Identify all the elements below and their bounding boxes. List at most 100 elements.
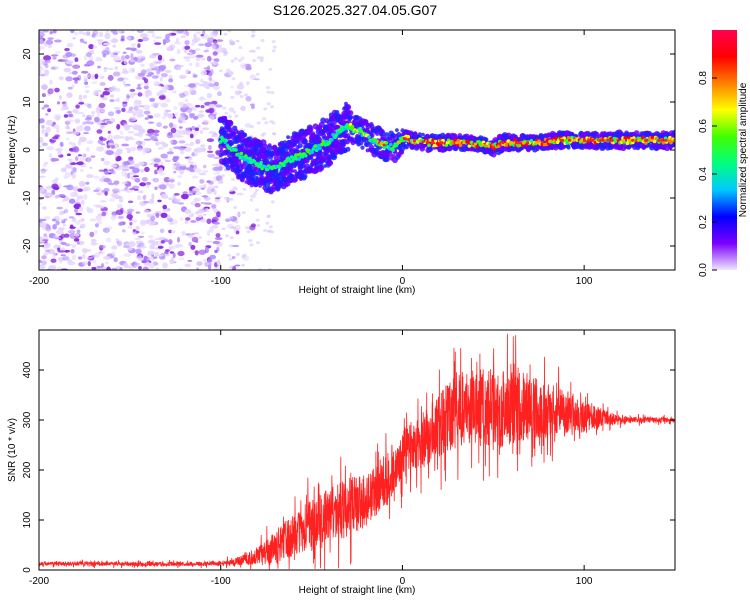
ridge-core (652, 139, 657, 144)
noise-speckle (98, 136, 104, 141)
noise-speckle (259, 59, 264, 62)
noise-speckle (122, 101, 128, 104)
noise-speckle (216, 39, 224, 42)
noise-speckle (99, 82, 106, 86)
y-tick-label: 0 (22, 147, 33, 153)
noise-speckle (154, 42, 162, 45)
noise-speckle (153, 39, 157, 42)
noise-speckle (76, 198, 80, 203)
noise-speckle (136, 55, 145, 59)
noise-speckle (84, 85, 90, 88)
snr-x-label: Height of straight line (km) (299, 585, 416, 596)
noise-speckle (99, 244, 106, 249)
noise-speckle (47, 37, 54, 40)
noise-speckle (181, 193, 189, 200)
noise-speckle (63, 233, 70, 238)
noise-speckle (136, 195, 142, 201)
ridge-halo (219, 148, 224, 153)
noise-speckle (209, 226, 214, 233)
noise-speckle (65, 60, 74, 65)
noise-speckle (106, 67, 114, 70)
noise-speckle (75, 104, 80, 109)
noise-speckle (113, 55, 121, 62)
noise-speckle (79, 206, 84, 212)
noise-speckle (66, 131, 74, 135)
noise-speckle (207, 153, 216, 158)
noise-speckle (98, 251, 105, 255)
noise-speckle (135, 50, 143, 54)
noise-speckle (160, 240, 165, 244)
noise-speckle (168, 229, 173, 234)
noise-speckle (137, 38, 143, 43)
noise-speckle (143, 110, 151, 115)
noise-speckle (80, 218, 85, 222)
noise-speckle (230, 177, 235, 181)
y-tick-label: 20 (22, 48, 33, 60)
noise-speckle (122, 245, 130, 248)
noise-speckle (235, 40, 240, 43)
noise-speckle (170, 127, 177, 134)
ridge-peak (458, 141, 461, 145)
noise-speckle (51, 123, 55, 127)
noise-speckle (136, 87, 142, 90)
noise-speckle (51, 189, 56, 196)
noise-speckle (239, 95, 244, 98)
noise-speckle (194, 203, 201, 208)
noise-speckle (137, 190, 144, 194)
noise-speckle (66, 184, 74, 191)
noise-speckle (132, 229, 136, 232)
noise-speckle (218, 166, 223, 171)
noise-speckle (137, 92, 143, 97)
noise-speckle (213, 156, 221, 159)
noise-speckle (113, 106, 121, 110)
noise-speckle (49, 31, 53, 35)
noise-speckle (63, 114, 69, 118)
noise-speckle (213, 41, 218, 44)
noise-speckle (118, 222, 123, 226)
noise-speckle (71, 142, 76, 148)
noise-speckle (110, 164, 117, 168)
noise-speckle (117, 203, 123, 209)
ridge-peak (599, 138, 602, 142)
noise-speckle (137, 83, 141, 88)
noise-speckle (217, 91, 222, 96)
noise-speckle (121, 161, 128, 167)
noise-speckle (90, 242, 99, 246)
noise-speckle (200, 144, 206, 148)
noise-speckle (101, 175, 106, 180)
noise-speckle (161, 86, 170, 90)
noise-speckle (133, 101, 141, 107)
noise-speckle (224, 196, 229, 200)
noise-speckle (229, 197, 234, 201)
ridge-peak (510, 141, 514, 145)
noise-speckle (229, 244, 234, 248)
noise-speckle (39, 259, 43, 264)
noise-speckle (152, 60, 158, 66)
ridge-peak (498, 142, 502, 146)
noise-speckle (124, 54, 130, 60)
ridge-halo (225, 165, 231, 171)
noise-speckle (130, 219, 138, 223)
noise-speckle (60, 142, 64, 147)
noise-speckle (138, 128, 146, 134)
noise-speckle (117, 77, 124, 82)
noise-speckle (206, 240, 213, 243)
noise-speckle (43, 244, 49, 251)
noise-speckle (194, 48, 201, 51)
noise-speckle (202, 164, 207, 169)
noise-speckle (260, 56, 264, 60)
noise-speckle (206, 92, 213, 99)
noise-speckle (69, 191, 78, 198)
noise-speckle (211, 216, 219, 223)
ridge-core (239, 151, 244, 156)
noise-speckle (106, 266, 111, 270)
noise-speckle (111, 188, 120, 193)
y-tick-label: 200 (22, 461, 33, 478)
noise-speckle (234, 220, 239, 224)
noise-speckle (117, 215, 124, 220)
noise-speckle (175, 38, 179, 43)
noise-speckle (135, 248, 142, 255)
noise-speckle (263, 107, 268, 111)
noise-speckle (73, 186, 79, 191)
